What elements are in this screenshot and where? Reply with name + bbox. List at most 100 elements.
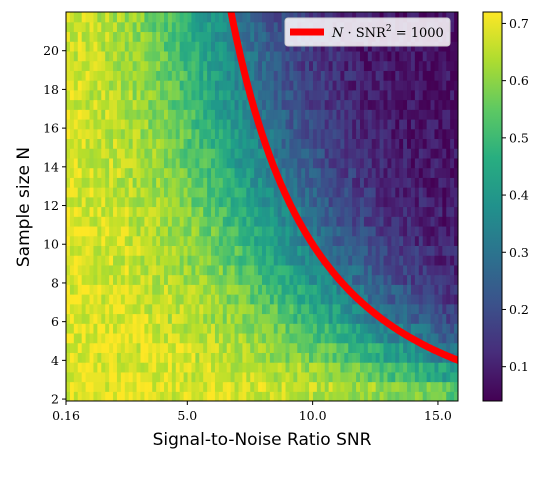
heatmap-cell (293, 80, 298, 91)
heatmap-cell (312, 391, 318, 401)
heatmap-cell (262, 60, 267, 71)
heatmap-cell (344, 323, 349, 334)
heatmap-cell (73, 177, 79, 188)
heatmap-cell (226, 118, 232, 130)
heatmap-cell (418, 245, 424, 256)
heatmap-cell (234, 216, 240, 227)
heatmap-cell (132, 284, 138, 295)
heatmap-cell (211, 206, 216, 217)
heatmap-cell (66, 138, 71, 149)
heatmap-cell (305, 352, 310, 363)
heatmap-cell (422, 323, 428, 334)
heatmap-cell (124, 371, 130, 383)
heatmap-cell (356, 206, 361, 217)
heatmap-cell (234, 235, 240, 246)
heatmap-cell (140, 216, 145, 227)
heatmap-cell (203, 157, 208, 169)
heatmap-cell (379, 118, 385, 130)
heatmap-cell (69, 41, 75, 52)
heatmap-cell (289, 80, 294, 91)
heatmap-cell (285, 70, 291, 81)
heatmap-cell (403, 89, 408, 101)
heatmap-cell (179, 255, 185, 266)
heatmap-cell (316, 109, 322, 120)
heatmap-cell (328, 342, 334, 353)
heatmap-cell (97, 323, 102, 334)
heatmap-cell (203, 284, 208, 295)
heatmap-cell (301, 294, 306, 305)
heatmap-cell (124, 245, 130, 256)
heatmap-cell (195, 31, 200, 42)
heatmap-cell (371, 362, 377, 373)
heatmap-cell (179, 216, 185, 227)
heatmap-cell (450, 362, 455, 373)
heatmap-cell (442, 12, 447, 23)
heatmap-cell (93, 167, 98, 178)
heatmap-cell (199, 187, 204, 198)
heatmap-cell (211, 371, 216, 383)
heatmap-cell (277, 196, 283, 208)
heatmap-cell (265, 60, 271, 71)
heatmap-cell (156, 41, 161, 52)
heatmap-cell (336, 371, 341, 383)
heatmap-cell (407, 235, 412, 246)
heatmap-cell (238, 342, 243, 353)
heatmap-cell (273, 352, 279, 363)
heatmap-cell (265, 109, 271, 120)
heatmap-cell (297, 89, 302, 101)
heatmap-cell (195, 177, 200, 188)
heatmap-cell (97, 50, 102, 62)
heatmap-cell (254, 187, 259, 198)
heatmap-cell (446, 235, 451, 246)
heatmap-cell (454, 313, 458, 324)
heatmap-cell (360, 157, 365, 169)
heatmap-cell (128, 352, 134, 363)
heatmap-cell (250, 167, 255, 178)
heatmap-cell (116, 128, 122, 140)
heatmap-cell (66, 294, 71, 305)
heatmap-cell (136, 342, 142, 353)
heatmap-cell (69, 274, 75, 285)
heatmap-cell (316, 167, 322, 178)
heatmap-cell (360, 70, 365, 81)
heatmap-cell (101, 206, 106, 217)
heatmap-cell (120, 284, 126, 295)
heatmap-cell (281, 50, 287, 62)
heatmap-cell (218, 148, 224, 159)
heatmap-cell (175, 323, 181, 334)
heatmap-cell (191, 21, 196, 33)
heatmap-cell (293, 303, 298, 315)
heatmap-cell (191, 187, 196, 198)
heatmap-cell (187, 167, 193, 178)
heatmap-cell (293, 89, 298, 101)
heatmap-cell (105, 391, 110, 401)
heatmap-cell (234, 245, 240, 256)
heatmap-cell (214, 371, 220, 383)
heatmap-cell (203, 381, 208, 392)
heatmap-cell (438, 177, 443, 188)
heatmap-cell (191, 31, 196, 42)
heatmap-cell (281, 109, 287, 120)
heatmap-cell (418, 323, 424, 334)
heatmap-cell (434, 70, 439, 81)
heatmap-cell (230, 294, 236, 305)
heatmap-cell (171, 109, 177, 120)
heatmap-cell (226, 148, 232, 159)
heatmap-cell (348, 371, 353, 383)
heatmap-cell (195, 80, 200, 91)
heatmap-cell (407, 109, 412, 120)
heatmap-cell (246, 245, 251, 256)
heatmap-cell (399, 216, 404, 227)
heatmap-cell (187, 235, 193, 246)
heatmap-cell (418, 362, 424, 373)
heatmap-cell (73, 187, 79, 198)
heatmap-cell (446, 138, 451, 149)
heatmap-cell (312, 303, 318, 315)
heatmap-cell (152, 391, 157, 401)
heatmap-cell (269, 294, 275, 305)
heatmap-cell (187, 352, 193, 363)
heatmap-cell (258, 12, 263, 23)
heatmap-cell (422, 80, 428, 91)
heatmap-cell (426, 313, 432, 324)
heatmap-cell (175, 118, 181, 130)
